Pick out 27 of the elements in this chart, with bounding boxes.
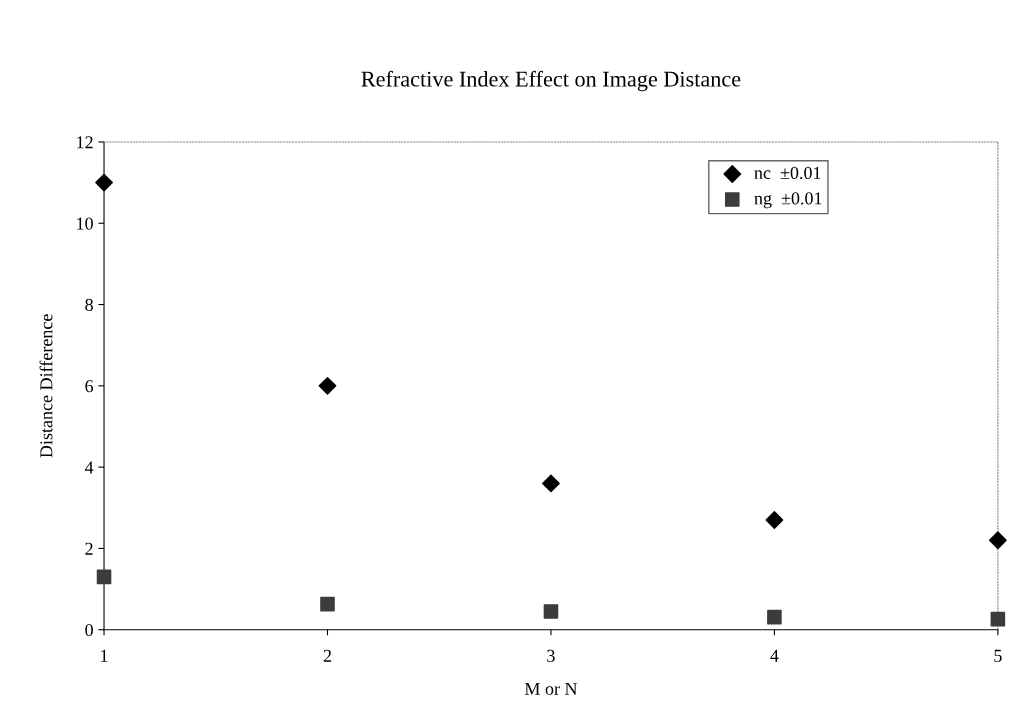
point <box>990 611 1006 627</box>
point <box>320 596 335 612</box>
x-tick-label: 2 <box>323 649 332 662</box>
point <box>765 511 784 529</box>
y-tick-label: 8 <box>85 298 93 311</box>
x-tick-label: 4 <box>770 649 779 662</box>
y-tick-label: 2 <box>85 542 93 555</box>
y-tick-label: 0 <box>85 623 93 637</box>
legend-label: ng ±0.01 <box>754 192 822 209</box>
y-tick-label: 10 <box>77 217 93 230</box>
y-tick-label: 4 <box>84 461 94 474</box>
y-axis-title: Distance Difference <box>39 314 53 458</box>
point <box>542 474 560 493</box>
point <box>95 173 113 192</box>
x-tick-label: 3 <box>547 649 555 662</box>
point <box>96 569 112 585</box>
x-tick-label: 1 <box>101 649 108 662</box>
x-tick-label: 5 <box>994 649 1002 662</box>
point <box>988 531 1007 550</box>
chart-title: Refractive Index Effect on Image Distance <box>361 70 741 92</box>
legend-label: nc ±0.01 <box>754 166 821 180</box>
y-tick-label: 6 <box>85 380 94 393</box>
point <box>543 604 559 619</box>
y-tick-label: 12 <box>77 136 93 149</box>
x-axis-title: M or N <box>524 682 578 695</box>
point <box>767 609 782 625</box>
point <box>318 376 337 395</box>
